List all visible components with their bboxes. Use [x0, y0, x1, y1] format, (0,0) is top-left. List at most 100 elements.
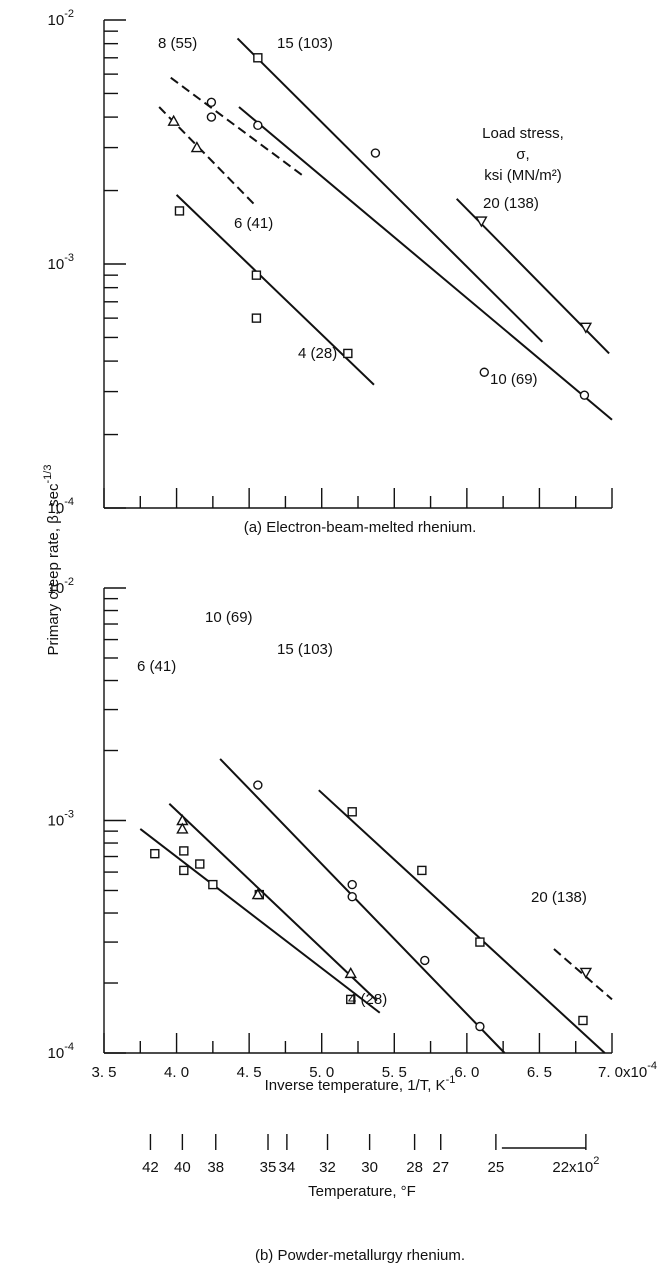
x-tick-label: 4. 0 [164, 1064, 189, 1081]
series-label: 8 (55) [158, 35, 197, 52]
panel-a-series: 4 (28) 6 (41) 8 (55) 10 (69) 15 (103) 20 (138… [158, 35, 613, 421]
data-point [475, 216, 488, 228]
data-point [179, 846, 189, 856]
series-label: 10 (69) [490, 371, 538, 388]
series-label: 6 (41) [137, 658, 176, 675]
legend-title-line: σ, [516, 146, 529, 163]
temperature-scale: 42 40 38 35 34 32 30 28 27 25 22x102 [142, 1134, 599, 1176]
series-4 [174, 194, 375, 386]
series-label: 6 (41) [234, 215, 273, 232]
fit-line [170, 76, 305, 178]
data-point [206, 97, 217, 107]
series-6 [158, 106, 258, 208]
fit-line [553, 948, 613, 1001]
data-point [208, 879, 218, 890]
series-15 [236, 37, 544, 343]
series-label: 20 (138) [483, 195, 539, 212]
data-point [253, 780, 263, 790]
legend-title-line: ksi (MN/m²) [484, 167, 561, 184]
series-8 [170, 76, 305, 178]
temp-tick-label: 34 [279, 1159, 296, 1176]
temp-tick-label: 35 [260, 1159, 277, 1176]
temp-tick-label: 25 [488, 1159, 505, 1176]
panel-b-axes: 10-4 10-3 10-2 3. 5 4. 0 4. 5 5. 0 5. 5 6. 0 6. 5… [48, 576, 657, 1081]
legend-title-line: Load stress, [482, 125, 564, 142]
data-point [347, 879, 357, 890]
fit-line [158, 106, 258, 208]
series-label: 4 (28) [348, 991, 387, 1008]
series-15 [318, 789, 606, 1054]
x-tick-label: 6. 0 [454, 1064, 479, 1081]
data-point [579, 322, 593, 334]
y-tick-label: 10-2 [48, 576, 74, 597]
data-point [179, 865, 189, 876]
data-point [253, 120, 263, 131]
fit-line [219, 758, 506, 1054]
data-point [206, 112, 217, 122]
y-tick-label: 10-3 [48, 809, 74, 830]
series-label: 4 (28) [298, 345, 337, 362]
x-tick-label: 3. 5 [91, 1064, 116, 1081]
data-point [167, 114, 180, 126]
data-point [347, 807, 357, 817]
x-axis-label: Inverse temperature, 1/T, K-1 [265, 1074, 456, 1094]
panel-a-axes: 10-4 10-3 10-2 [48, 8, 613, 517]
data-point [578, 1015, 588, 1026]
x-tick-label: 5. 5 [382, 1064, 407, 1081]
y-tick-label: 10-4 [48, 1041, 74, 1062]
caption-b: (b) Powder-metallurgy rhenium. [255, 1247, 465, 1264]
x-tick-label: 4. 5 [237, 1064, 262, 1081]
temp-tick-label: 22x102 [552, 1155, 599, 1176]
y-tick-label: 10-4 [48, 496, 74, 517]
series-label: 15 (103) [277, 641, 333, 658]
data-point [347, 892, 357, 902]
data-point [475, 1021, 485, 1032]
fit-line [175, 194, 375, 386]
series-label: 15 (103) [277, 35, 333, 52]
series-6 [168, 803, 378, 1002]
data-point [420, 955, 430, 966]
data-point [579, 390, 590, 400]
data-point [251, 888, 265, 900]
fit-line [238, 106, 613, 421]
data-point [479, 367, 489, 377]
series-4 [139, 828, 381, 1014]
panel-b-series: 4 (28) 6 (41) 10 (69) 15 (103) 20 (138) [137, 609, 613, 1054]
series-10 [238, 106, 613, 421]
data-point [150, 848, 160, 859]
temp-tick-label: 38 [207, 1159, 224, 1176]
data-point [253, 53, 263, 63]
data-point [579, 967, 593, 979]
series-20 [455, 198, 610, 355]
data-point [475, 937, 485, 947]
series-20 [553, 948, 613, 1001]
series-label: 10 (69) [205, 609, 253, 626]
data-point [417, 865, 427, 876]
data-point [251, 313, 262, 323]
temp-tick-label: 27 [432, 1159, 449, 1176]
temp-tick-label: 28 [406, 1159, 423, 1176]
caption-a: (a) Electron-beam-melted rhenium. [244, 519, 477, 536]
y-tick-label: 10-2 [48, 8, 74, 29]
x-tick-label: 5. 0 [309, 1064, 334, 1081]
y-tick-label: 10-3 [48, 252, 74, 273]
fit-line [139, 828, 381, 1014]
data-point [346, 994, 356, 1005]
fit-line [236, 37, 544, 343]
data-point [344, 966, 357, 979]
temp-tick-label: 40 [174, 1159, 191, 1176]
data-point [370, 148, 381, 158]
legend-title: Load stress, σ, ksi (MN/m²) [482, 125, 564, 184]
fit-line [168, 803, 378, 1002]
data-point [190, 141, 204, 153]
series-label: 20 (138) [531, 889, 587, 906]
temp-tick-label: 32 [319, 1159, 336, 1176]
data-point [174, 206, 185, 216]
data-point [176, 822, 189, 834]
temp-tick-label: 30 [361, 1159, 378, 1176]
data-point [251, 270, 262, 280]
data-point [195, 859, 205, 869]
x-tick-label: 6. 5 [527, 1064, 552, 1081]
x-tick-label: 7. 0x10-4 [598, 1060, 657, 1081]
